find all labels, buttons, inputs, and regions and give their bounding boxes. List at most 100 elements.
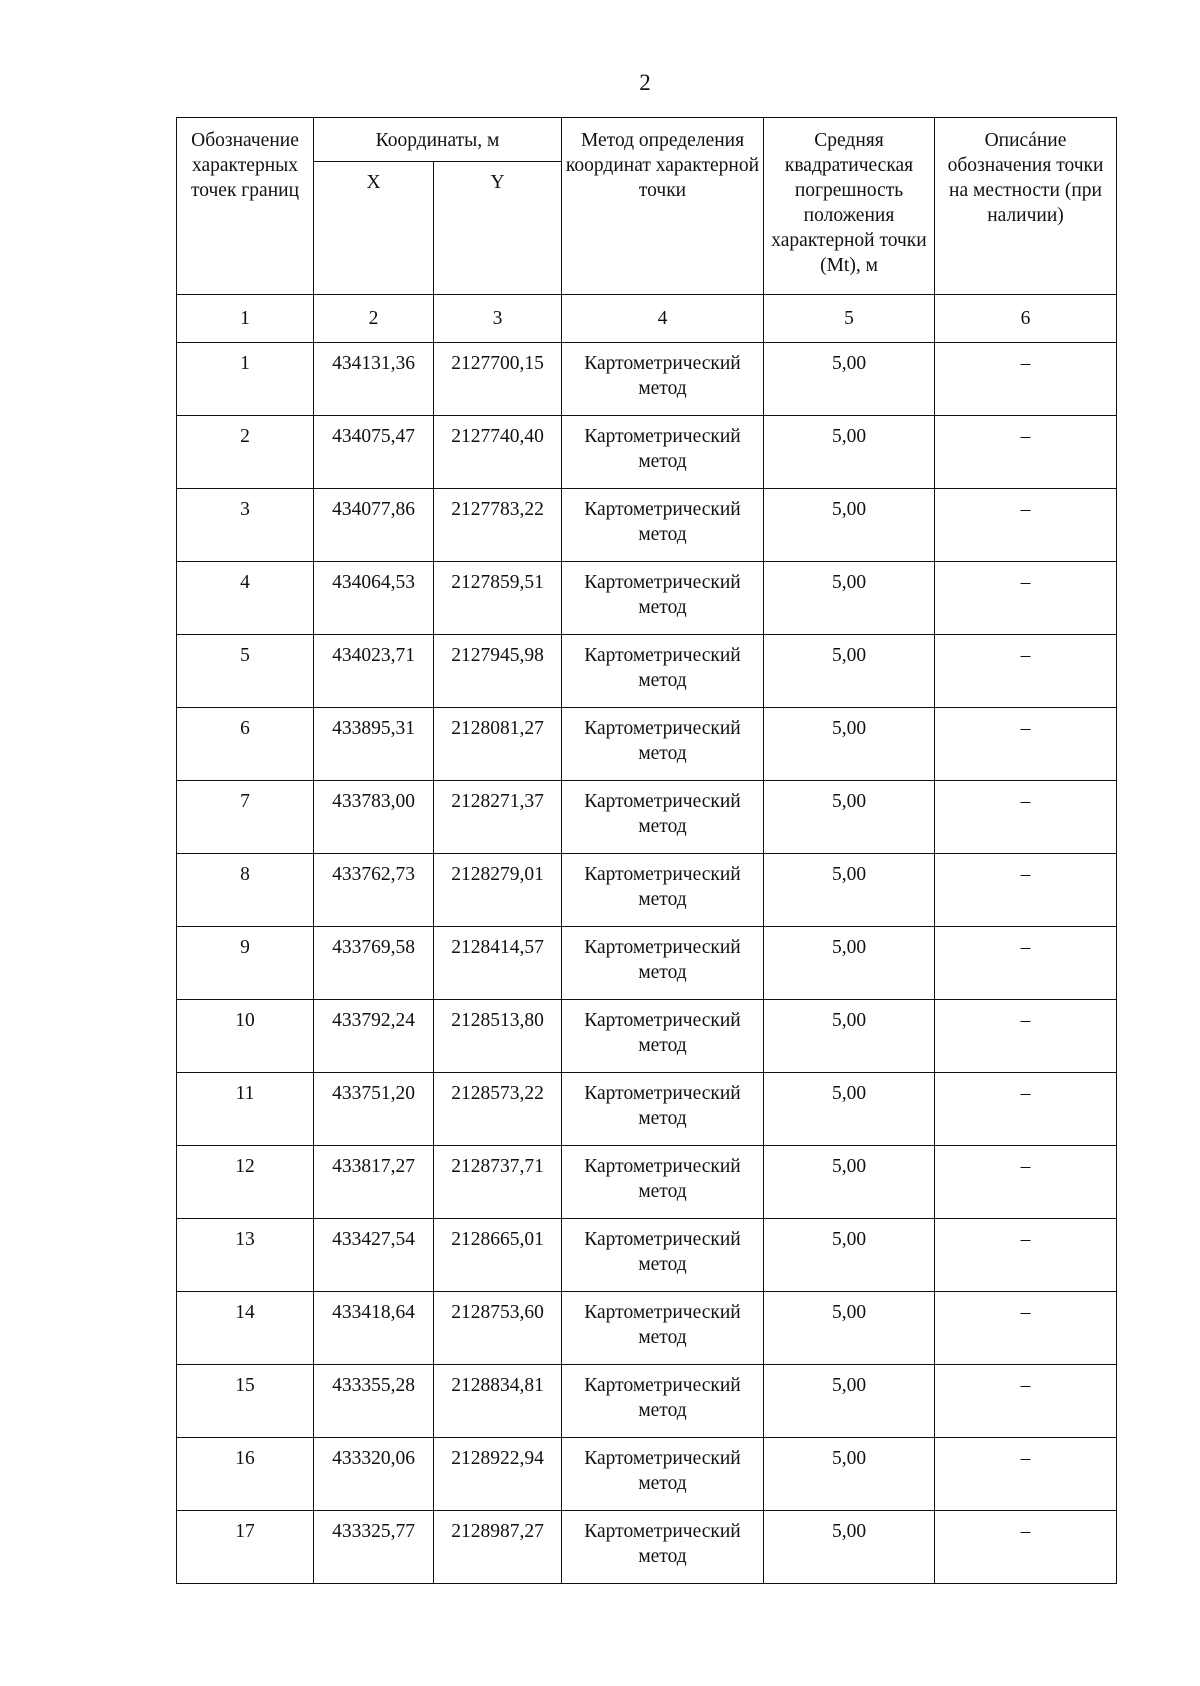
table-row: 11 433751,20 2128573,22 Картометрический ме… bbox=[176, 1072, 1117, 1146]
x-coordinate-cell: 433355,28 bbox=[313, 1364, 434, 1438]
description-cell: – bbox=[934, 488, 1117, 562]
point-number-cell: 9 bbox=[176, 926, 314, 1000]
y-coordinate-cell: 2128834,81 bbox=[433, 1364, 562, 1438]
method-cell: Картометрический метод bbox=[561, 707, 764, 781]
column-number: 1 bbox=[176, 294, 314, 343]
y-coordinate-cell: 2128737,71 bbox=[433, 1145, 562, 1219]
description-cell: – bbox=[934, 853, 1117, 927]
method-cell: Картометрический метод bbox=[561, 488, 764, 562]
method-cell: Картометрический метод bbox=[561, 1510, 764, 1584]
table-row: 7 433783,00 2128271,37 Картометрический мет… bbox=[176, 780, 1117, 854]
page-number: 2 bbox=[639, 70, 651, 95]
method-cell: Картометрический метод bbox=[561, 634, 764, 708]
mean-error-cell: 5,00 bbox=[763, 1145, 935, 1219]
column-number: 2 bbox=[313, 294, 434, 343]
method-cell: Картометрический метод bbox=[561, 1437, 764, 1511]
y-coordinate-cell: 2128987,27 bbox=[433, 1510, 562, 1584]
x-coordinate-cell: 434077,86 bbox=[313, 488, 434, 562]
table-row: 13 433427,54 2128665,01 Картометрический ме… bbox=[176, 1218, 1117, 1292]
description-cell: – bbox=[934, 1291, 1117, 1365]
column-number: 3 bbox=[433, 294, 562, 343]
header-description: Описáние обозначения точки на местности … bbox=[934, 117, 1117, 295]
method-cell: Картометрический метод bbox=[561, 342, 764, 416]
mean-error-cell: 5,00 bbox=[763, 926, 935, 1000]
y-coordinate-cell: 2128573,22 bbox=[433, 1072, 562, 1146]
x-coordinate-cell: 434023,71 bbox=[313, 634, 434, 708]
point-number-cell: 12 bbox=[176, 1145, 314, 1219]
table-row: 16 433320,06 2128922,94 Картометрический ме… bbox=[176, 1437, 1117, 1511]
method-cell: Картометрический метод bbox=[561, 415, 764, 489]
description-cell: – bbox=[934, 415, 1117, 489]
point-number-cell: 11 bbox=[176, 1072, 314, 1146]
point-number-cell: 4 bbox=[176, 561, 314, 635]
x-coordinate-cell: 433783,00 bbox=[313, 780, 434, 854]
y-coordinate-cell: 2128665,01 bbox=[433, 1218, 562, 1292]
point-number-cell: 8 bbox=[176, 853, 314, 927]
description-cell: – bbox=[934, 1218, 1117, 1292]
description-cell: – bbox=[934, 707, 1117, 781]
table-row: 10 433792,24 2128513,80 Картометрический ме… bbox=[176, 999, 1117, 1073]
point-number-cell: 6 bbox=[176, 707, 314, 781]
y-coordinate-cell: 2128081,27 bbox=[433, 707, 562, 781]
x-coordinate-cell: 433895,31 bbox=[313, 707, 434, 781]
column-number: 6 bbox=[934, 294, 1117, 343]
y-coordinate-cell: 2127740,40 bbox=[433, 415, 562, 489]
mean-error-cell: 5,00 bbox=[763, 634, 935, 708]
mean-error-cell: 5,00 bbox=[763, 561, 935, 635]
point-number-cell: 1 bbox=[176, 342, 314, 416]
table-row: 14 433418,64 2128753,60 Картометрический ме… bbox=[176, 1291, 1117, 1365]
x-coordinate-cell: 434064,53 bbox=[313, 561, 434, 635]
y-coordinate-cell: 2128279,01 bbox=[433, 853, 562, 927]
description-cell: – bbox=[934, 1510, 1117, 1584]
point-number-cell: 7 bbox=[176, 780, 314, 854]
x-coordinate-cell: 434131,36 bbox=[313, 342, 434, 416]
mean-error-cell: 5,00 bbox=[763, 999, 935, 1073]
table-row: 1 434131,36 2127700,15 Картометрический мет… bbox=[176, 342, 1117, 416]
table-row: 8 433762,73 2128279,01 Картометрический мет… bbox=[176, 853, 1117, 927]
table-row: 12 433817,27 2128737,71 Картометрический ме… bbox=[176, 1145, 1117, 1219]
point-number-cell: 14 bbox=[176, 1291, 314, 1365]
x-coordinate-cell: 433792,24 bbox=[313, 999, 434, 1073]
description-cell: – bbox=[934, 1145, 1117, 1219]
mean-error-cell: 5,00 bbox=[763, 488, 935, 562]
table-row: 4 434064,53 2127859,51 Картометрический мет… bbox=[176, 561, 1117, 635]
table-row: 6 433895,31 2128081,27 Картометрический мет… bbox=[176, 707, 1117, 781]
description-cell: – bbox=[934, 342, 1117, 416]
description-cell: – bbox=[934, 1437, 1117, 1511]
description-cell: – bbox=[934, 780, 1117, 854]
method-cell: Картометрический метод bbox=[561, 780, 764, 854]
table-row: 15 433355,28 2128834,81 Картометрический ме… bbox=[176, 1364, 1117, 1438]
description-cell: – bbox=[934, 1072, 1117, 1146]
mean-error-cell: 5,00 bbox=[763, 1218, 935, 1292]
method-cell: Картометрический метод bbox=[561, 561, 764, 635]
y-coordinate-cell: 2127859,51 bbox=[433, 561, 562, 635]
y-coordinate-cell: 2127783,22 bbox=[433, 488, 562, 562]
y-coordinate-cell: 2128414,57 bbox=[433, 926, 562, 1000]
y-coordinate-cell: 2128513,80 bbox=[433, 999, 562, 1073]
description-cell: – bbox=[934, 634, 1117, 708]
x-coordinate-cell: 433325,77 bbox=[313, 1510, 434, 1584]
point-number-cell: 17 bbox=[176, 1510, 314, 1584]
x-coordinate-cell: 433427,54 bbox=[313, 1218, 434, 1292]
coordinates-table: Обозначение характерных точек границ Коо… bbox=[176, 117, 1117, 1584]
description-cell: – bbox=[934, 1364, 1117, 1438]
mean-error-cell: 5,00 bbox=[763, 707, 935, 781]
table-row: 2 434075,47 2127740,40 Картометрический мет… bbox=[176, 415, 1117, 489]
mean-error-cell: 5,00 bbox=[763, 853, 935, 927]
y-coordinate-cell: 2128271,37 bbox=[433, 780, 562, 854]
point-number-cell: 3 bbox=[176, 488, 314, 562]
x-coordinate-cell: 433751,20 bbox=[313, 1072, 434, 1146]
method-cell: Картометрический метод bbox=[561, 1145, 764, 1219]
column-number: 4 bbox=[561, 294, 764, 343]
mean-error-cell: 5,00 bbox=[763, 1364, 935, 1438]
point-number-cell: 16 bbox=[176, 1437, 314, 1511]
table-row: 9 433769,58 2128414,57 Картометрический мет… bbox=[176, 926, 1117, 1000]
mean-error-cell: 5,00 bbox=[763, 1510, 935, 1584]
column-number: 5 bbox=[763, 294, 935, 343]
header-method: Метод определения координат характерной … bbox=[561, 117, 764, 295]
x-coordinate-cell: 434075,47 bbox=[313, 415, 434, 489]
mean-error-cell: 5,00 bbox=[763, 780, 935, 854]
point-number-cell: 2 bbox=[176, 415, 314, 489]
y-coordinate-cell: 2128753,60 bbox=[433, 1291, 562, 1365]
description-cell: – bbox=[934, 926, 1117, 1000]
